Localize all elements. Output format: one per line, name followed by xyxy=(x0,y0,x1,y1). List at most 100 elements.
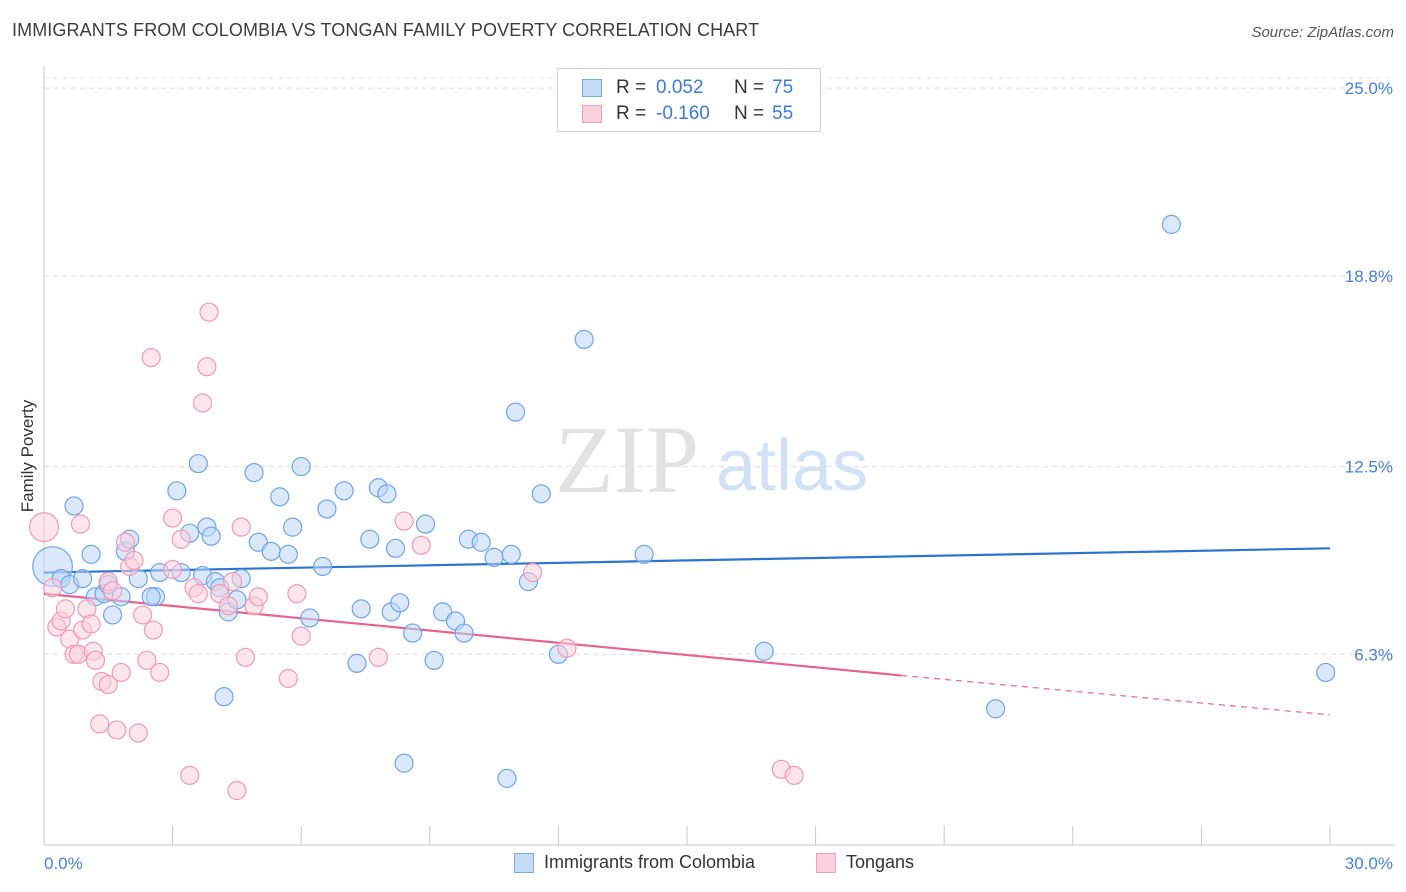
bottom-legend-tongans[interactable]: Tongans xyxy=(816,852,914,873)
data-points xyxy=(29,214,1336,801)
colombia-point xyxy=(403,623,423,643)
watermark-atlas: atlas xyxy=(716,426,868,506)
legend-row-tongans: R = -0.160 N = 55 xyxy=(582,102,793,126)
tongan-point xyxy=(150,662,170,683)
tongan-point xyxy=(163,559,183,580)
bottom-legend-colombia[interactable]: Immigrants from Colombia xyxy=(514,852,755,873)
legend-swatch-colombia xyxy=(582,79,602,97)
tongan-point xyxy=(248,587,268,607)
colombia-point xyxy=(201,526,221,546)
tongan-point xyxy=(218,596,238,616)
tongan-point xyxy=(231,517,251,537)
colombia-point xyxy=(283,517,303,537)
colombia-point xyxy=(141,587,161,607)
tongan-point xyxy=(557,638,577,658)
legend-n-value: 55 xyxy=(772,103,794,124)
colombia-point xyxy=(81,544,101,564)
tongan-point xyxy=(141,347,161,368)
legend-r-value: -0.160 xyxy=(656,103,710,124)
colombia-point xyxy=(300,608,320,628)
colombia-point xyxy=(415,514,436,534)
tongan-point xyxy=(124,550,144,571)
colombia-point xyxy=(102,605,123,625)
tongan-point xyxy=(188,584,208,604)
colombia-point xyxy=(634,544,654,564)
source-label: Source: ZipAtlas.com xyxy=(1251,24,1394,41)
tongan-point xyxy=(102,581,123,601)
tongan-point xyxy=(85,650,106,670)
tongan-point xyxy=(171,529,191,549)
tongan-point xyxy=(227,780,247,801)
tongan-point xyxy=(143,620,163,640)
colombia-point xyxy=(278,544,298,564)
watermark-zip: ZIP xyxy=(555,406,699,513)
x-tick-label: 30.0% xyxy=(1345,854,1393,873)
tongan-point xyxy=(291,626,311,646)
tongan-point xyxy=(70,514,91,534)
bottom-legend-label-tongans: Tongans xyxy=(846,852,915,872)
colombia-point xyxy=(454,623,474,643)
x-tick-label: 0.0% xyxy=(44,854,83,873)
colombia-point xyxy=(291,456,311,477)
colombia-point xyxy=(360,529,380,549)
colombia-point xyxy=(574,329,594,350)
legend-r-value: 0.052 xyxy=(656,77,704,98)
colombia-point xyxy=(167,481,187,501)
tongan-point xyxy=(235,647,256,667)
tongan-point xyxy=(394,511,414,531)
colombia-point xyxy=(484,547,504,568)
tick-labels: 6.3% 12.5% 18.8% 25.0% 0.0% 30.0% xyxy=(44,79,1393,873)
tongan-point xyxy=(223,572,243,592)
tongan-point xyxy=(180,765,200,785)
tongan-point xyxy=(163,508,183,528)
bottom-legend-swatch-tongans xyxy=(816,852,836,873)
bottom-legend-label-colombia: Immigrants from Colombia xyxy=(544,852,756,872)
legend-n-value: 75 xyxy=(772,77,794,98)
colombia-point xyxy=(497,768,517,788)
colombia-point xyxy=(377,484,397,504)
tongan-point xyxy=(199,302,219,322)
colombia-point xyxy=(424,650,444,670)
y-tick-label: 18.8% xyxy=(1345,267,1393,286)
tongan-point xyxy=(111,662,131,683)
colombia-point xyxy=(394,753,414,773)
tongan-point xyxy=(278,668,298,689)
colombia-point xyxy=(390,593,410,613)
colombia-point xyxy=(188,453,208,474)
tongan-point xyxy=(784,765,804,785)
colombia-point xyxy=(531,484,551,504)
tongan-point xyxy=(137,650,157,670)
tongan-point xyxy=(98,674,118,695)
colombia-point xyxy=(471,532,491,552)
legend-r-label: R = xyxy=(616,103,647,124)
colombia-point xyxy=(347,653,367,673)
tongan-point xyxy=(411,535,431,555)
bottom-legend: Immigrants from Colombia Tongans xyxy=(0,852,1406,878)
legend-r-label: R = xyxy=(616,77,647,98)
tongan-point xyxy=(81,614,101,634)
tongan-point xyxy=(55,599,76,619)
tongan-point xyxy=(107,720,127,740)
y-tick-label: 12.5% xyxy=(1345,458,1393,477)
chart-title: IMMIGRANTS FROM COLOMBIA VS TONGAN FAMIL… xyxy=(12,20,760,40)
legend: R = 0.052 N = 75 R = -0.160 N = 55 xyxy=(557,68,821,132)
colombia-point xyxy=(261,541,281,561)
colombia-point xyxy=(214,687,234,707)
colombia-point xyxy=(385,538,406,558)
colombia-point xyxy=(351,599,371,619)
legend-row-colombia: R = 0.052 N = 75 xyxy=(582,76,793,100)
y-axis-label: Family Poverty xyxy=(18,399,37,512)
colombia-point xyxy=(754,641,774,661)
tongan-point xyxy=(90,714,110,734)
legend-n-label: N = xyxy=(734,103,765,124)
colombia-point xyxy=(505,402,526,422)
colombia-point xyxy=(244,463,264,483)
colombia-point xyxy=(270,487,290,507)
tongan-point xyxy=(368,647,388,667)
colombia-point xyxy=(1316,662,1336,683)
axes xyxy=(43,66,1395,846)
tongan-point xyxy=(115,532,136,552)
tongan-point xyxy=(287,584,307,604)
colombia-point xyxy=(72,568,93,589)
